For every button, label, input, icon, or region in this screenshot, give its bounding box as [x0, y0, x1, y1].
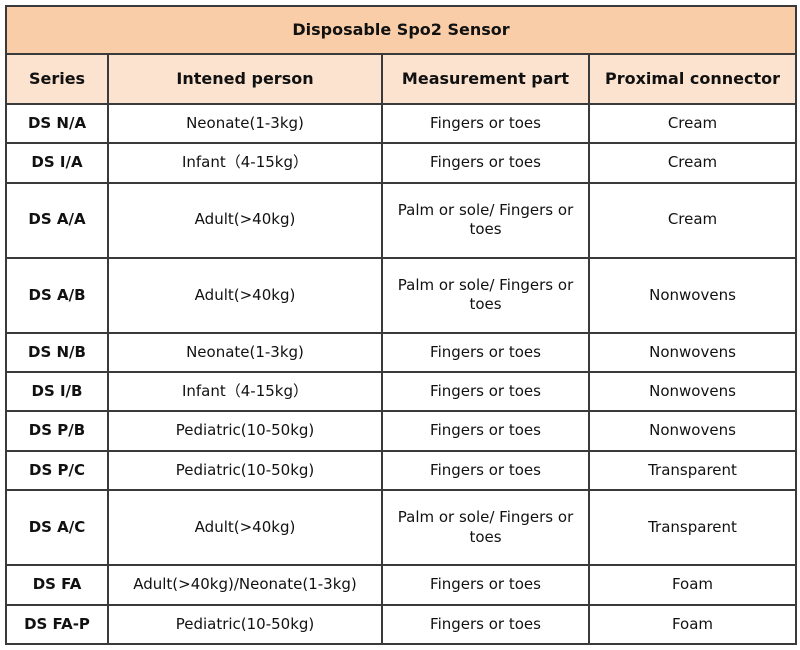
cell-measurement-part: Fingers or toes: [381, 603, 590, 646]
cell-intended-person: Adult(>40kg): [107, 181, 383, 259]
cell-proximal-connector: Transparent: [587, 489, 798, 567]
cell-series: DS FA-P: [5, 603, 109, 646]
cell-measurement-part: Fingers or toes: [381, 142, 590, 184]
table-row: DS I/A Infant（4-15kg） Fingers or toes Cream: [5, 142, 798, 184]
cell-intended-person: Neonate(1-3kg): [107, 331, 383, 374]
cell-proximal-connector: Cream: [587, 142, 798, 184]
table-row: DS N/A Neonate(1-3kg) Fingers or toes Cream: [5, 102, 798, 145]
table-row: DS P/B Pediatric(10-50kg) Fingers or toes N…: [5, 410, 798, 452]
cell-measurement-part: Palm or sole/ Fingers or toes: [381, 181, 590, 259]
table-row: DS I/B Infant（4-15kg） Fingers or toes Nonwo…: [5, 371, 798, 413]
cell-proximal-connector: Foam: [587, 603, 798, 646]
cell-proximal-connector: Cream: [587, 181, 798, 259]
cell-series: DS I/B: [5, 371, 109, 413]
cell-proximal-connector: Transparent: [587, 449, 798, 492]
cell-intended-person: Infant（4-15kg）: [107, 371, 383, 413]
cell-intended-person: Adult(>40kg)/Neonate(1-3kg): [107, 564, 383, 606]
cell-measurement-part: Fingers or toes: [381, 102, 590, 145]
cell-series: DS A/C: [5, 489, 109, 567]
cell-series: DS I/A: [5, 142, 109, 184]
cell-measurement-part: Fingers or toes: [381, 564, 590, 606]
header-intended-person: Intened person: [107, 53, 383, 105]
cell-intended-person: Pediatric(10-50kg): [107, 410, 383, 452]
cell-intended-person: Pediatric(10-50kg): [107, 449, 383, 492]
cell-proximal-connector: Nonwovens: [587, 256, 798, 334]
cell-proximal-connector: Nonwovens: [587, 331, 798, 374]
cell-proximal-connector: Nonwovens: [587, 371, 798, 413]
cell-measurement-part: Fingers or toes: [381, 371, 590, 413]
cell-measurement-part: Palm or sole/ Fingers or toes: [381, 489, 590, 567]
cell-measurement-part: Palm or sole/ Fingers or toes: [381, 256, 590, 334]
table-title: Disposable Spo2 Sensor: [4, 5, 798, 55]
table-row: DS A/B Adult(>40kg) Palm or sole/ Fingers …: [5, 256, 798, 334]
cell-intended-person: Adult(>40kg): [107, 256, 383, 334]
spo2-sensor-table: Disposable Spo2 Sensor Series Intened pe…: [4, 5, 798, 646]
cell-series: DS A/A: [5, 181, 109, 259]
cell-series: DS A/B: [5, 256, 109, 334]
table-row: DS N/B Neonate(1-3kg) Fingers or toes Nonwo…: [5, 331, 798, 374]
cell-series: DS P/B: [5, 410, 109, 452]
cell-series: DS N/B: [5, 331, 109, 374]
cell-measurement-part: Fingers or toes: [381, 331, 590, 374]
cell-proximal-connector: Foam: [587, 564, 798, 606]
cell-proximal-connector: Cream: [587, 102, 798, 145]
header-proximal-connector: Proximal connector: [587, 53, 798, 105]
header-series: Series: [5, 53, 109, 105]
cell-series: DS P/C: [5, 449, 109, 492]
table-row: DS FA Adult(>40kg)/Neonate(1-3kg) Fingers …: [5, 564, 798, 606]
cell-proximal-connector: Nonwovens: [587, 410, 798, 452]
cell-series: DS FA: [5, 564, 109, 606]
cell-series: DS N/A: [5, 102, 109, 145]
cell-intended-person: Pediatric(10-50kg): [107, 603, 383, 646]
header-measurement-part: Measurement part: [381, 53, 590, 105]
cell-intended-person: Neonate(1-3kg): [107, 102, 383, 145]
table-row: DS FA-P Pediatric(10-50kg) Fingers or toes…: [5, 603, 798, 646]
table-row: DS A/C Adult(>40kg) Palm or sole/ Fingers …: [5, 489, 798, 567]
table-row: DS A/A Adult(>40kg) Palm or sole/ Fingers …: [5, 181, 798, 259]
cell-measurement-part: Fingers or toes: [381, 410, 590, 452]
table-row: DS P/C Pediatric(10-50kg) Fingers or toes T…: [5, 449, 798, 492]
cell-intended-person: Infant（4-15kg）: [107, 142, 383, 184]
cell-measurement-part: Fingers or toes: [381, 449, 590, 492]
cell-intended-person: Adult(>40kg): [107, 489, 383, 567]
